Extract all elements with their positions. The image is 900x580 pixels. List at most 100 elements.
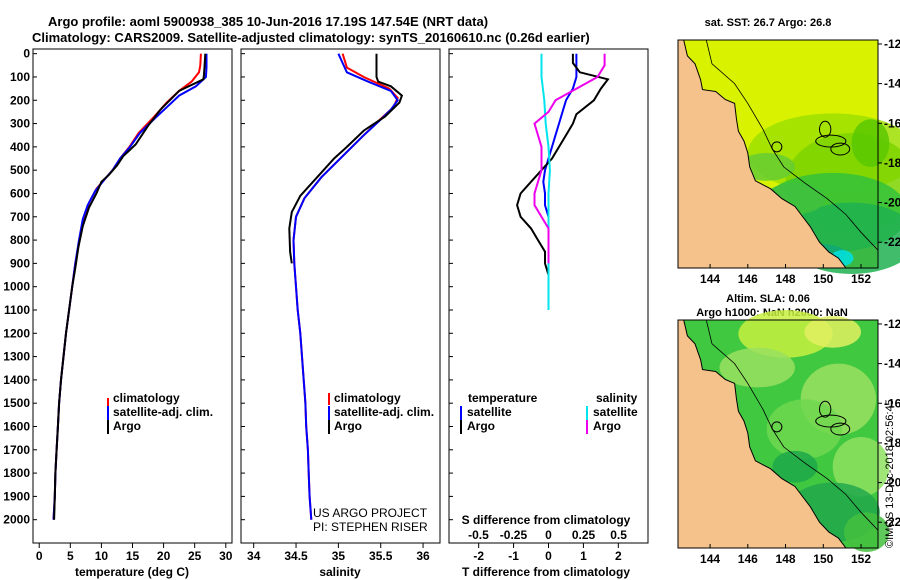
temperature-xaxis: 0 5 10 15 20 25 30 xyxy=(33,53,233,563)
salinity-panel-frame xyxy=(240,48,441,544)
salinity-difference-axis-label: S difference from climatology xyxy=(462,513,631,527)
bathymetry-contour xyxy=(705,39,879,251)
legend-temp-argo-label: Argo xyxy=(467,419,495,433)
map-y-tick-label: -18 xyxy=(884,436,900,450)
land-mass xyxy=(677,39,847,269)
x-tick-label: 15 xyxy=(126,549,140,563)
depth-tick-label: 900 xyxy=(10,256,30,270)
temperature-legend: climatology satellite-adj. clim. Argo xyxy=(107,391,213,434)
depth-tick-label: 600 xyxy=(10,186,30,200)
temperature-panel: 0 5 10 15 20 25 30 temperature (deg C) climato… xyxy=(32,48,233,579)
depth-tick-label: 300 xyxy=(10,117,30,131)
reef-outline xyxy=(830,422,851,436)
depth-tick-label: 0 xyxy=(23,47,30,61)
map-y-tick-label: -16 xyxy=(884,116,900,130)
legend-sal-argo-label: Argo xyxy=(593,419,621,433)
legend-salinity-header: salinity xyxy=(596,391,638,405)
depth-tick-label: 200 xyxy=(10,93,30,107)
x-tick-label: 34 xyxy=(247,549,261,563)
x-tick-label: 35.5 xyxy=(369,549,393,563)
legend-argo-label: Argo xyxy=(334,419,362,433)
x-tick-label: 34.5 xyxy=(284,549,308,563)
map-y-tick-label: -18 xyxy=(884,156,900,170)
temperature-difference-axis-label: T difference from climatology xyxy=(462,565,630,579)
sst-map: 144 146 148 150 152 -12 -14 -16 -18 -20 -22 xyxy=(677,37,900,286)
depth-tick-label: 1700 xyxy=(3,443,30,457)
bathymetry-contour xyxy=(705,319,879,531)
salinity-diff-tick-label: -0.25 xyxy=(500,528,528,542)
map-x-tick-label: 148 xyxy=(776,272,796,286)
series-line-climatology xyxy=(292,53,399,520)
map-y-tick-label: -20 xyxy=(884,196,900,210)
series-line-salinity-argo xyxy=(533,53,606,264)
x-tick-label: -2 xyxy=(473,549,484,563)
field-patch xyxy=(804,316,862,348)
salinity-diff-tick-label: -0.5 xyxy=(468,528,489,542)
map-x-tick-label: 152 xyxy=(851,272,871,286)
land-mass xyxy=(677,319,847,549)
x-tick-label: 30 xyxy=(219,549,233,563)
argo-position-marker xyxy=(771,421,783,433)
map-y-tick-label: -12 xyxy=(884,317,900,331)
depth-tick-label: 400 xyxy=(10,140,30,154)
difference-legend: temperature satellite Argo salinity sate… xyxy=(460,391,638,434)
map-y-tick-label: -12 xyxy=(884,37,900,51)
map-frame xyxy=(677,319,879,549)
legend-temperature-header: temperature xyxy=(468,391,538,405)
depth-tick-label: 2000 xyxy=(3,513,30,527)
figure-title-line1: Argo profile: aoml 5900938_385 10-Jun-20… xyxy=(48,14,488,29)
sla-map-title: Altim. SLA: 0.06 xyxy=(726,293,810,305)
x-tick-label: 20 xyxy=(157,549,171,563)
map-x-tick-label: 146 xyxy=(738,272,758,286)
salinity-diff-tick-label: 0.25 xyxy=(572,528,596,542)
salinity-panel: 34 34.5 35 35.5 36 salinity climatology sate… xyxy=(240,48,441,579)
sst-map-title: sat. SST: 26.7 Argo: 26.8 xyxy=(705,17,832,29)
difference-salinity-xaxis: -0.5 -0.25 0 0.25 0.5 xyxy=(468,528,627,542)
project-note-line2: PI: STEPHEN RISER xyxy=(313,520,428,534)
figure-title-line2: Climatology: CARS2009. Satellite-adjuste… xyxy=(32,30,590,45)
field-patch xyxy=(738,310,833,358)
project-note-line1: US ARGO PROJECT xyxy=(313,506,428,520)
map-x-tick-label: 146 xyxy=(738,552,758,566)
map-x-tick-label: 152 xyxy=(851,552,871,566)
salinity-diff-tick-label: 0.5 xyxy=(610,528,627,542)
map-x-tick-label: 148 xyxy=(776,552,796,566)
salinity-xaxis: 34 34.5 35 35.5 36 xyxy=(241,53,430,563)
temperature-panel-frame xyxy=(32,48,233,544)
depth-tick-label: 1800 xyxy=(3,466,30,480)
map-x-tick-label: 150 xyxy=(813,552,833,566)
depth-tick-label: 1300 xyxy=(3,350,30,364)
legend-sal-satellite-label: satellite xyxy=(593,405,638,419)
map-y-tick-label: -20 xyxy=(884,476,900,490)
depth-tick-label: 1200 xyxy=(3,326,30,340)
field-patch xyxy=(719,347,795,388)
reef-outline xyxy=(819,120,832,138)
legend-temp-satellite-label: satellite xyxy=(467,405,512,419)
legend-satellite-label: satellite-adj. clim. xyxy=(334,405,434,419)
series-line-argo xyxy=(288,53,404,264)
map-x-tick-label: 150 xyxy=(813,272,833,286)
map-x-tick-label: 144 xyxy=(700,272,720,286)
temperature-axis-label: temperature (deg C) xyxy=(75,565,189,579)
map-y-tick-label: -14 xyxy=(884,77,900,91)
series-line-satellite-adj-clim- xyxy=(292,53,399,520)
series-line-climatology xyxy=(52,53,202,520)
sla-map: 144 146 148 150 152 -12 -14 -16 -18 -20 -22 xyxy=(677,310,900,566)
salinity-diff-tick-label: 0 xyxy=(545,528,552,542)
x-tick-label: 0 xyxy=(545,549,552,563)
difference-panel: -2 -1 0 1 2 -0.5 -0.25 0 0.25 0.5 S difference f… xyxy=(448,48,649,579)
series-line-satellite-adj-clim- xyxy=(52,53,208,520)
depth-tick-label: 1100 xyxy=(4,303,30,317)
series-line-temperature-argo xyxy=(516,53,610,276)
field-patch xyxy=(766,399,843,459)
reef-outline xyxy=(819,400,832,418)
depth-tick-label: 1400 xyxy=(3,373,30,387)
series-line-argo xyxy=(53,53,207,520)
x-tick-label: 2 xyxy=(615,549,622,563)
temperature-series-group xyxy=(52,53,208,520)
depth-tick-label: 1000 xyxy=(3,280,30,294)
depth-axis: 0 100 200 300 400 500 600 700 800 900 1000 1100 1200… xyxy=(3,47,30,527)
legend-satellite-label: satellite-adj. clim. xyxy=(113,405,213,419)
x-tick-label: -1 xyxy=(508,549,519,563)
depth-tick-label: 100 xyxy=(10,70,30,84)
